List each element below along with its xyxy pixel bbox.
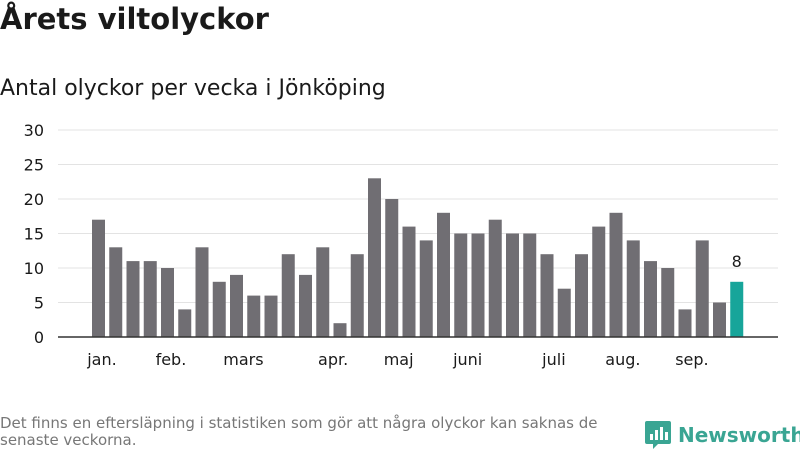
bar [230, 274, 243, 337]
brand-logo: Newsworthy [644, 420, 800, 450]
bar [195, 247, 209, 337]
brand-name: Newsworthy [678, 423, 800, 447]
y-tick-label: 5 [34, 294, 44, 313]
x-tick-label: sep. [675, 350, 708, 369]
bar [402, 226, 416, 337]
bar [695, 240, 709, 337]
chart-subtitle: Antal olyckor per vecka i Jönköping [0, 76, 386, 101]
x-tick-label: aug. [605, 350, 640, 369]
data-labels: 8 [732, 252, 742, 271]
y-tick-label: 30 [24, 121, 44, 140]
bar [109, 247, 123, 337]
x-tick-label: maj [384, 350, 414, 369]
bar [488, 219, 502, 337]
data-label: 8 [732, 252, 742, 271]
bar-chart: 0 5 10 15 20 25 30 jan. feb. mars apr. maj juni juli… [24, 121, 778, 369]
x-tick-label: mars [223, 350, 263, 369]
y-tick-label: 20 [24, 190, 44, 209]
bar [316, 247, 330, 337]
bar [419, 240, 433, 337]
x-axis: jan. feb. mars apr. maj juni juli aug. sep. [58, 336, 778, 369]
bar [247, 295, 261, 337]
bar [609, 212, 623, 337]
chart-title: Årets viltolyckor [0, 2, 269, 36]
x-tick-label: juni [452, 350, 482, 369]
bar [471, 233, 485, 337]
y-tick-label: 0 [34, 328, 44, 347]
bar [592, 226, 606, 337]
bar [644, 261, 657, 337]
footnote: Det finns en eftersläpning i statistiken… [0, 414, 598, 449]
bar [178, 309, 192, 337]
grid-lines [58, 129, 778, 303]
newsworthy-logo-icon [645, 421, 671, 449]
bar [333, 323, 347, 337]
bar [385, 199, 399, 337]
y-axis-labels: 0 5 10 15 20 25 30 [24, 121, 44, 347]
bar [678, 309, 692, 337]
bar [713, 302, 726, 337]
bar [281, 254, 295, 337]
bar [143, 261, 157, 337]
bars [92, 178, 744, 337]
bar [626, 240, 640, 337]
bar [161, 268, 174, 337]
bar [454, 233, 468, 337]
bar [299, 274, 312, 337]
x-tick-label: feb. [156, 350, 187, 369]
x-tick-label: apr. [318, 350, 348, 369]
y-tick-label: 15 [24, 225, 44, 244]
bar [437, 212, 450, 337]
bar [730, 281, 744, 337]
bar [264, 295, 278, 337]
bar [575, 254, 588, 337]
bar [212, 281, 226, 337]
bar [350, 254, 364, 337]
bar [557, 288, 571, 337]
x-tick-label: jan. [86, 350, 116, 369]
bar [523, 233, 537, 337]
bar [92, 219, 105, 337]
bar [126, 261, 140, 337]
bar [540, 254, 554, 337]
bar [506, 233, 519, 337]
y-tick-label: 10 [24, 259, 44, 278]
y-tick-label: 25 [24, 156, 44, 175]
bar [368, 178, 381, 337]
x-tick-label: juli [541, 350, 565, 369]
bar [661, 268, 675, 337]
